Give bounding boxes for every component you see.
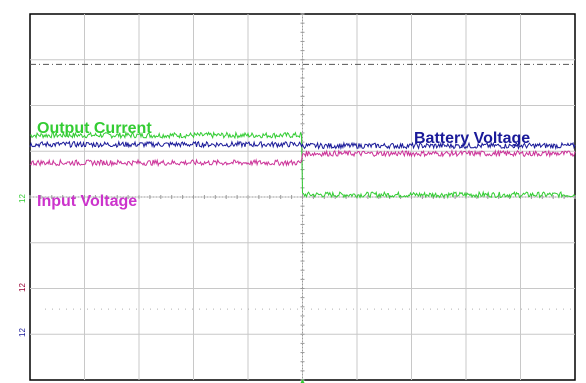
channel-marker: 12 xyxy=(18,194,27,203)
series-line xyxy=(29,130,576,200)
output-current-label: Output Current xyxy=(37,120,152,137)
input-voltage-label: Input Voltage xyxy=(37,193,137,210)
trigger-marker xyxy=(300,379,305,383)
series-line xyxy=(29,148,576,168)
traces xyxy=(29,130,576,200)
channel-marker: 12 xyxy=(18,283,27,292)
channel-markers: 12 12 12 xyxy=(18,194,27,337)
series-line xyxy=(29,139,576,151)
grid xyxy=(29,13,576,383)
battery-voltage-label: Battery Voltage xyxy=(414,130,530,147)
channel-marker: 12 xyxy=(18,328,27,337)
